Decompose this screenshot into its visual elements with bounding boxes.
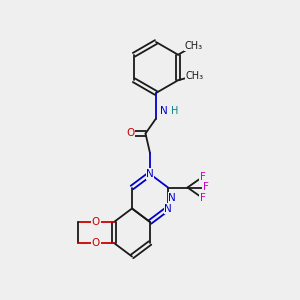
Text: CH₃: CH₃ <box>184 41 203 51</box>
Text: O: O <box>92 217 100 227</box>
Text: F: F <box>200 193 206 203</box>
Text: H: H <box>171 106 178 116</box>
Text: O: O <box>92 238 100 248</box>
Text: N: N <box>168 193 176 203</box>
Text: N: N <box>164 203 172 214</box>
Text: N: N <box>146 169 154 179</box>
Text: N: N <box>160 106 167 116</box>
Text: F: F <box>200 172 206 182</box>
Text: O: O <box>126 128 135 139</box>
Text: F: F <box>202 182 208 193</box>
Text: CH₃: CH₃ <box>185 71 204 81</box>
